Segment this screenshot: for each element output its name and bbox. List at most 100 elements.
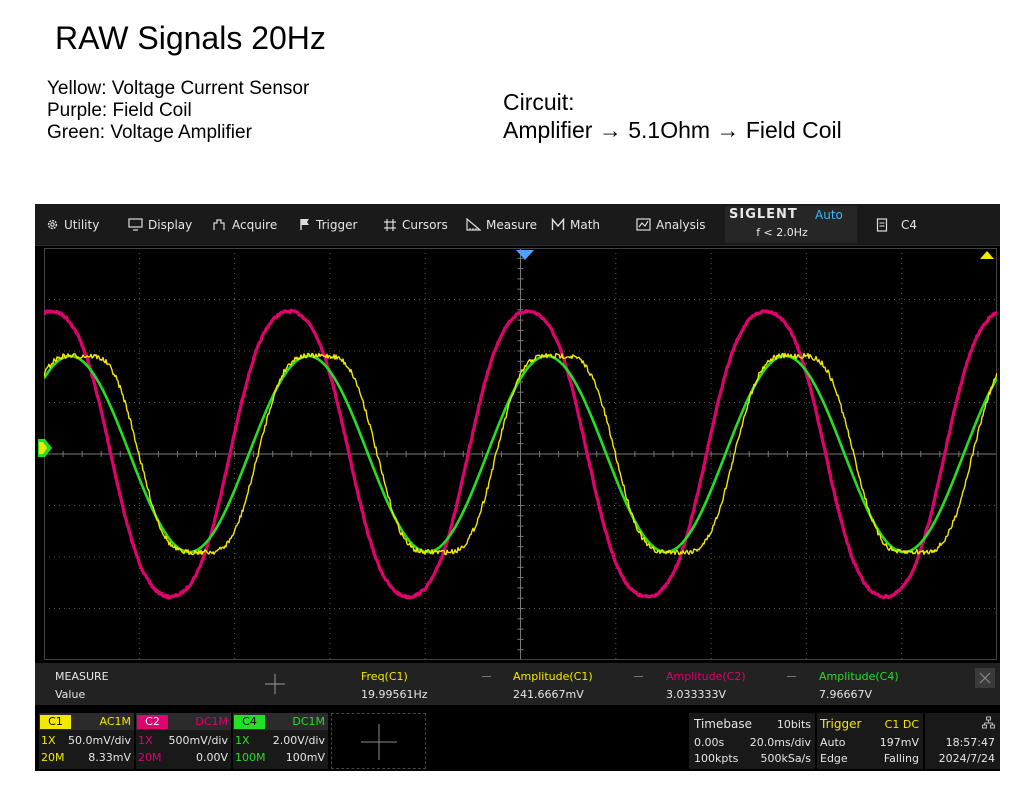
legend-yellow: Yellow: Voltage Current Sensor bbox=[47, 78, 310, 99]
measure-item-amplitude-c1[interactable]: Amplitude(C1) 241.6667mV bbox=[509, 663, 649, 705]
menu-trigger-label: Trigger bbox=[316, 217, 358, 232]
add-measure-icon[interactable] bbox=[263, 672, 287, 696]
channel-offset-marker bbox=[38, 439, 52, 457]
trigger-level: 197mV bbox=[879, 736, 919, 749]
channel-c1-box[interactable]: C1 AC1M 1X 50.0mV/div 20M 8.33mV bbox=[39, 713, 134, 769]
trigger-slope: Falling bbox=[883, 752, 919, 765]
menu-cursors-label: Cursors bbox=[402, 217, 448, 232]
close-icon bbox=[979, 672, 991, 684]
circuit-path: Amplifier → 5.1Ohm → Field Coil bbox=[503, 117, 842, 143]
channel-tag: C4 bbox=[234, 715, 265, 729]
menu-measure-label: Measure bbox=[486, 217, 537, 232]
menu-channel-info[interactable]: C4 bbox=[876, 204, 917, 245]
channel-bandwidth: 100M bbox=[235, 751, 266, 764]
acquisition-mode: Auto bbox=[815, 208, 843, 222]
timebase-sample-rate: 500kSa/s bbox=[760, 752, 811, 765]
channel-scale: 500mV/div bbox=[168, 734, 229, 747]
menu-trigger[interactable]: Trigger bbox=[299, 204, 357, 245]
channel-tag: C1 bbox=[40, 715, 71, 729]
legend-purple: Purple: Field Coil bbox=[47, 100, 192, 121]
trigger-position-marker bbox=[516, 250, 534, 260]
clock-box: 18:57:47 2024/7/24 bbox=[925, 713, 1000, 769]
menu-bar: Utility Display Acquire Trigger Cursors … bbox=[35, 204, 1000, 246]
trigger-label: Trigger bbox=[820, 717, 862, 731]
flag-icon bbox=[300, 219, 309, 230]
trigger-type: Edge bbox=[820, 752, 848, 765]
ruler-icon bbox=[466, 218, 481, 231]
menu-channel-label: C4 bbox=[901, 217, 918, 232]
slide-title: RAW Signals 20Hz bbox=[55, 20, 326, 56]
menu-acquire-label: Acquire bbox=[232, 217, 278, 232]
trigger-level-marker bbox=[980, 251, 994, 259]
measure-item-dash bbox=[634, 676, 643, 677]
timebase-scale: 20.0ms/div bbox=[749, 736, 811, 749]
channel-c2-box[interactable]: C2 DC1M 1X 500mV/div 20M 0.00V bbox=[136, 713, 231, 769]
measure-item-value: 3.033333V bbox=[666, 688, 727, 701]
clock-time: 18:57:47 bbox=[945, 736, 995, 749]
monitor-icon bbox=[128, 218, 143, 231]
measure-item-dash bbox=[787, 676, 796, 677]
trigger-box[interactable]: Trigger C1 DC Auto 197mV Edge Falling bbox=[817, 713, 923, 769]
menu-math[interactable]: Math bbox=[551, 204, 600, 245]
measure-header: MEASURE bbox=[55, 670, 109, 683]
document-icon bbox=[876, 217, 888, 232]
measure-item-amplitude-c4[interactable]: Amplitude(C4) 7.96667V bbox=[815, 663, 955, 705]
legend: Yellow: Voltage Current Sensor Purple: F… bbox=[47, 78, 309, 144]
add-channel-slot[interactable] bbox=[331, 713, 426, 769]
menu-display-label: Display bbox=[148, 217, 193, 232]
channel-bandwidth: 20M bbox=[138, 751, 162, 764]
circuit-description: Circuit: Amplifier → 5.1Ohm → Field Coil bbox=[503, 88, 842, 144]
oscilloscope-screen: Utility Display Acquire Trigger Cursors … bbox=[35, 204, 1000, 771]
menu-math-label: Math bbox=[570, 217, 601, 232]
measure-panel: MEASURE Value Freq(C1) 19.99561Hz Amplit… bbox=[35, 663, 1000, 705]
timebase-points: 100kpts bbox=[694, 752, 739, 765]
menu-cursors[interactable]: Cursors bbox=[383, 204, 448, 245]
trigger-mode: Auto bbox=[820, 736, 846, 749]
channel-coupling: AC1M bbox=[99, 715, 131, 728]
channel-c4-box[interactable]: C4 DC1M 1X 2.00V/div 100M 100mV bbox=[233, 713, 328, 769]
menu-utility[interactable]: Utility bbox=[46, 204, 99, 245]
channel-coupling: DC1M bbox=[292, 715, 325, 728]
trace-c2-field-coil bbox=[44, 308, 997, 600]
measure-item-amplitude-c2[interactable]: Amplitude(C2) 3.033333V bbox=[662, 663, 802, 705]
timebase-delay: 0.00s bbox=[694, 736, 725, 749]
legend-green: Green: Voltage Amplifier bbox=[47, 122, 252, 143]
measure-item-value: 7.96667V bbox=[819, 688, 873, 701]
timebase-bits: 10bits bbox=[776, 718, 811, 731]
timebase-label: Timebase bbox=[694, 717, 752, 731]
channel-offset: 8.33mV bbox=[88, 751, 131, 764]
trace-c1-current-sensor bbox=[44, 352, 997, 556]
measure-item-value: 241.6667mV bbox=[513, 688, 584, 701]
channel-scale: 50.0mV/div bbox=[68, 734, 131, 747]
channel-header: C2 DC1M bbox=[136, 713, 231, 730]
menu-analysis[interactable]: Analysis bbox=[636, 204, 705, 245]
timebase-box[interactable]: Timebase 10bits 0.00s 20.0ms/div 100kpts… bbox=[689, 713, 815, 769]
channel-probe: 1X bbox=[235, 734, 250, 747]
menu-acquire[interactable]: Acquire bbox=[213, 204, 277, 245]
analysis-icon bbox=[636, 218, 651, 231]
measure-item-value: 19.99561Hz bbox=[361, 688, 428, 701]
waveform-display[interactable] bbox=[44, 248, 997, 660]
status-box: SIGLENT Auto f < 2.0Hz bbox=[725, 206, 857, 243]
clock-date: 2024/7/24 bbox=[938, 752, 995, 765]
menu-measure[interactable]: Measure bbox=[466, 204, 537, 245]
measure-item-name: Freq(C1) bbox=[361, 670, 408, 683]
brand-logo: SIGLENT bbox=[729, 207, 798, 222]
trigger-frequency: f < 2.0Hz bbox=[756, 226, 808, 239]
channel-offset: 0.00V bbox=[195, 751, 228, 764]
channel-header: C1 AC1M bbox=[39, 713, 134, 730]
gear-icon bbox=[47, 219, 58, 230]
channel-probe: 1X bbox=[138, 734, 153, 747]
measure-item-name: Amplitude(C2) bbox=[666, 670, 746, 683]
circuit-label: Circuit: bbox=[503, 89, 575, 115]
menu-display[interactable]: Display bbox=[128, 204, 192, 245]
add-icon bbox=[361, 724, 397, 760]
channel-probe: 1X bbox=[41, 734, 56, 747]
acquire-icon bbox=[213, 219, 225, 230]
measure-item-freq-c1[interactable]: Freq(C1) 19.99561Hz bbox=[357, 663, 497, 705]
math-icon bbox=[551, 218, 565, 230]
measure-value-label: Value bbox=[55, 688, 86, 701]
channel-header: C4 DC1M bbox=[233, 713, 328, 730]
close-measure-button[interactable] bbox=[975, 668, 995, 688]
measure-item-dash bbox=[482, 676, 491, 677]
